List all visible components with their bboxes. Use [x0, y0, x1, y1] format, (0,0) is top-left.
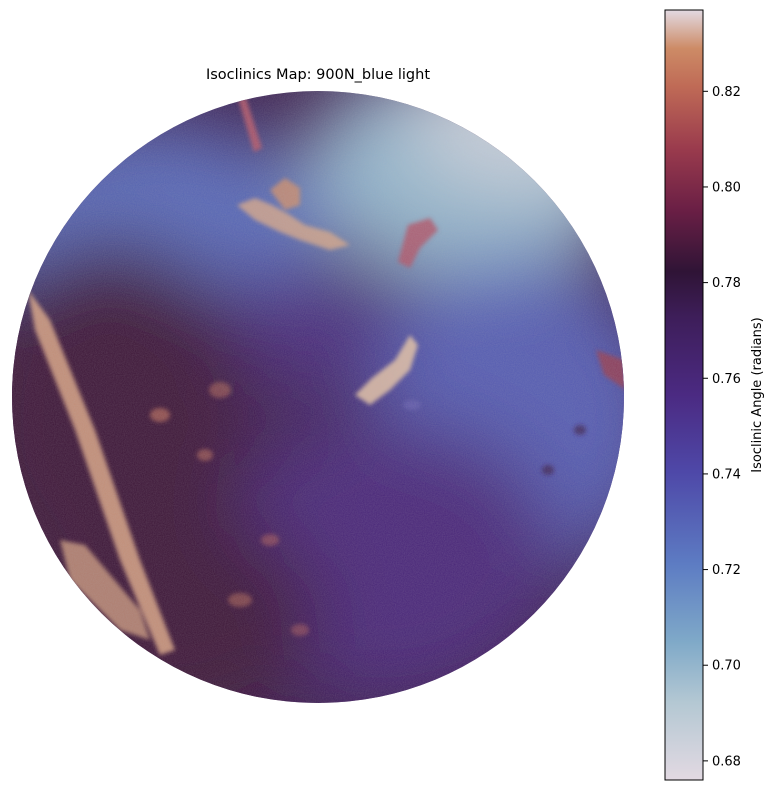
colorbar-tick-label: 0.76: [712, 372, 741, 387]
colorbar-tick-label: 0.78: [712, 276, 741, 291]
colorbar: 0.68 0.70 0.72 0.74 0.76 0.78 0.80 0.82 Isoclin…: [664, 9, 765, 781]
colorbar-ticks: 0.68 0.70 0.72 0.74 0.76 0.78 0.80 0.82: [703, 85, 741, 769]
chart-title: Isoclinics Map: 900N_blue light: [206, 67, 430, 83]
colorbar-tick-label: 0.74: [712, 467, 741, 482]
heatmap-grain: [12, 91, 624, 703]
colorbar-gradient: [665, 10, 703, 780]
heatmap-field: [12, 91, 624, 703]
colorbar-tick-label: 0.72: [712, 563, 741, 578]
colorbar-tick-label: 0.82: [712, 85, 741, 100]
colorbar-label: Isoclinic Angle (radians): [750, 317, 765, 473]
colorbar-frame: [664, 9, 704, 781]
colorbar-tick-label: 0.70: [712, 659, 741, 674]
colorbar-tick-label: 0.80: [712, 180, 741, 195]
colorbar-tick-label: 0.68: [712, 754, 741, 769]
